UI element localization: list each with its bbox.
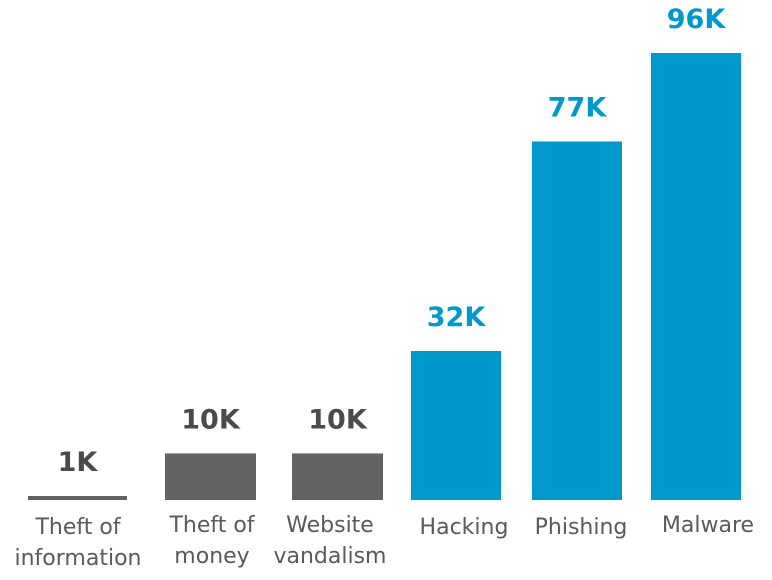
bar-value-label: 10K bbox=[181, 404, 241, 435]
category-label: money bbox=[174, 544, 249, 569]
bar bbox=[532, 141, 622, 500]
category-labels-group: Theft of information Theft of money Website v… bbox=[15, 513, 755, 571]
category-label: information bbox=[15, 546, 142, 571]
category-label: Theft of bbox=[34, 515, 121, 540]
bar bbox=[165, 453, 256, 500]
bar bbox=[651, 53, 741, 500]
bar bbox=[411, 351, 501, 500]
bar bbox=[292, 453, 383, 500]
category-label: Phishing bbox=[535, 515, 628, 540]
value-labels-group: 1K 10K 10K 32K 77K 96K bbox=[58, 4, 727, 478]
category-label: Website bbox=[286, 513, 374, 538]
category-label: Hacking bbox=[420, 515, 509, 540]
bar-value-label: 77K bbox=[548, 92, 608, 123]
bar-value-label: 96K bbox=[667, 4, 727, 35]
bar-value-label: 1K bbox=[58, 447, 99, 478]
bar-value-label: 32K bbox=[427, 302, 487, 333]
category-label: Malware bbox=[662, 513, 754, 538]
category-label: Theft of bbox=[168, 513, 255, 538]
category-label: vandalism bbox=[273, 544, 386, 569]
bars-group bbox=[28, 53, 741, 500]
bar-value-label: 10K bbox=[308, 404, 368, 435]
bar bbox=[28, 496, 127, 500]
